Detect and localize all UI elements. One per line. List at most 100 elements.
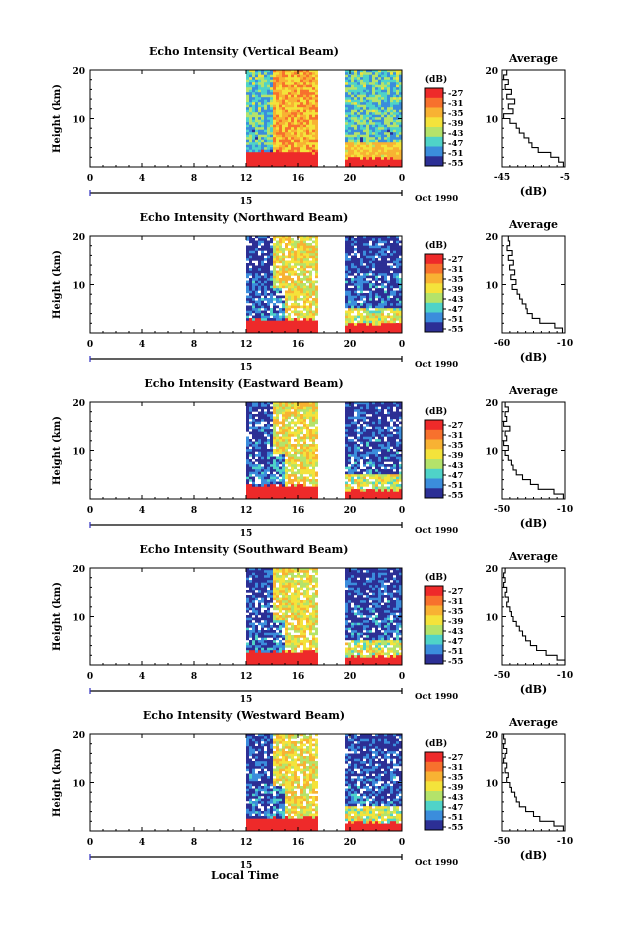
heatmap-cell [291, 290, 294, 294]
heatmap-cell [393, 444, 396, 447]
heatmap-cell [384, 496, 387, 500]
heatmap-cell [375, 300, 378, 304]
heatmap-cell [390, 258, 393, 261]
heatmap-cell [249, 298, 252, 301]
heatmap-cell [396, 112, 399, 115]
heatmap-cell [264, 323, 267, 326]
colorbar-frame [424, 87, 444, 167]
heatmap-cell [246, 157, 249, 160]
heatmap-cell [282, 162, 285, 165]
heatmap-cell [378, 84, 381, 88]
heatmap-cell [360, 323, 363, 326]
heatmap-cell [294, 494, 297, 497]
heatmap-cell [306, 313, 309, 316]
heatmap-cell [276, 245, 279, 249]
heatmap-cell [285, 298, 288, 301]
heatmap-cell [309, 404, 312, 407]
heatmap-cell [309, 102, 312, 105]
heatmap-cell [399, 310, 402, 314]
heatmap-cell [366, 436, 369, 440]
heatmap-cell [261, 320, 264, 324]
heatmap-cell [303, 154, 306, 158]
heatmap-cell [300, 72, 303, 75]
heatmap-cell [291, 74, 294, 78]
heatmap-cell [285, 144, 288, 148]
heatmap-cell [345, 255, 348, 259]
heatmap-cell [294, 404, 297, 407]
heatmap-cell [363, 238, 366, 241]
heatmap-cell [294, 486, 297, 490]
heatmap-cell [279, 481, 282, 485]
heatmap-cell [375, 283, 378, 286]
heatmap-cell [246, 79, 249, 83]
heatmap-cell [261, 414, 264, 417]
heatmap-cell [261, 89, 264, 93]
heatmap-cell [255, 107, 258, 110]
heatmap-cell [258, 401, 261, 405]
heatmap-cell [381, 159, 384, 163]
heatmap-cell [393, 313, 396, 316]
heatmap-cell [267, 157, 270, 160]
heatmap-cell [378, 134, 381, 138]
heatmap-cell [249, 444, 252, 447]
heatmap-cell [366, 295, 369, 299]
heatmap-cell [375, 240, 378, 244]
heatmap-cell [261, 132, 264, 135]
heatmap-cell [291, 79, 294, 83]
heatmap-cell [384, 308, 387, 311]
heatmap-cell [387, 444, 390, 447]
heatmap-cell [390, 479, 393, 482]
heatmap-cell [366, 109, 369, 113]
heatmap-cell [399, 258, 402, 261]
heatmap-cell [375, 119, 378, 123]
heatmap-cell [264, 461, 267, 465]
heatmap-cell [264, 154, 267, 158]
heatmap-cell [399, 466, 402, 470]
heatmap-cell [369, 127, 372, 130]
heatmap-cell [270, 290, 273, 294]
heatmap-cell [276, 328, 279, 331]
heatmap-cell [246, 164, 249, 168]
heatmap-cell [297, 157, 300, 160]
heatmap-cell [306, 323, 309, 326]
heatmap-cell [297, 456, 300, 460]
heatmap-cell [345, 283, 348, 286]
heatmap-cell [312, 245, 315, 249]
heatmap-cell [378, 303, 381, 306]
heatmap-cell [384, 235, 387, 239]
heatmap-cell [312, 104, 315, 108]
heatmap-cell [303, 137, 306, 140]
heatmap-cell [297, 459, 300, 462]
heatmap-cell [273, 451, 276, 455]
heatmap-cell [357, 69, 360, 73]
heatmap-cell [300, 278, 303, 281]
heatmap-cell [303, 82, 306, 85]
heatmap-cell [396, 409, 399, 412]
heatmap-cell [360, 122, 363, 125]
heatmap-cell [390, 323, 393, 326]
heatmap-cell [303, 454, 306, 457]
heatmap-cell [282, 253, 285, 256]
heatmap-cell [366, 298, 369, 301]
heatmap-cell [312, 411, 315, 415]
heatmap-cell [375, 414, 378, 417]
heatmap-cell [312, 466, 315, 470]
heatmap-cell [285, 149, 288, 153]
heatmap-cell [303, 426, 306, 430]
heatmap-cell [378, 72, 381, 75]
heatmap-cell [252, 69, 255, 73]
heatmap-cell [279, 74, 282, 78]
heatmap-cell [315, 109, 318, 113]
heatmap-cell [294, 293, 297, 296]
heatmap-cell [282, 434, 285, 437]
heatmap-cell [348, 92, 351, 95]
heatmap-cell [357, 481, 360, 485]
heatmap-cell [357, 89, 360, 93]
heatmap-cell [357, 484, 360, 487]
heatmap-cell [303, 253, 306, 256]
heatmap-cell [372, 87, 375, 90]
heatmap-cell [273, 154, 276, 158]
heatmap-cell [396, 484, 399, 487]
heatmap-cell [291, 142, 294, 145]
heatmap-cell [372, 152, 375, 155]
